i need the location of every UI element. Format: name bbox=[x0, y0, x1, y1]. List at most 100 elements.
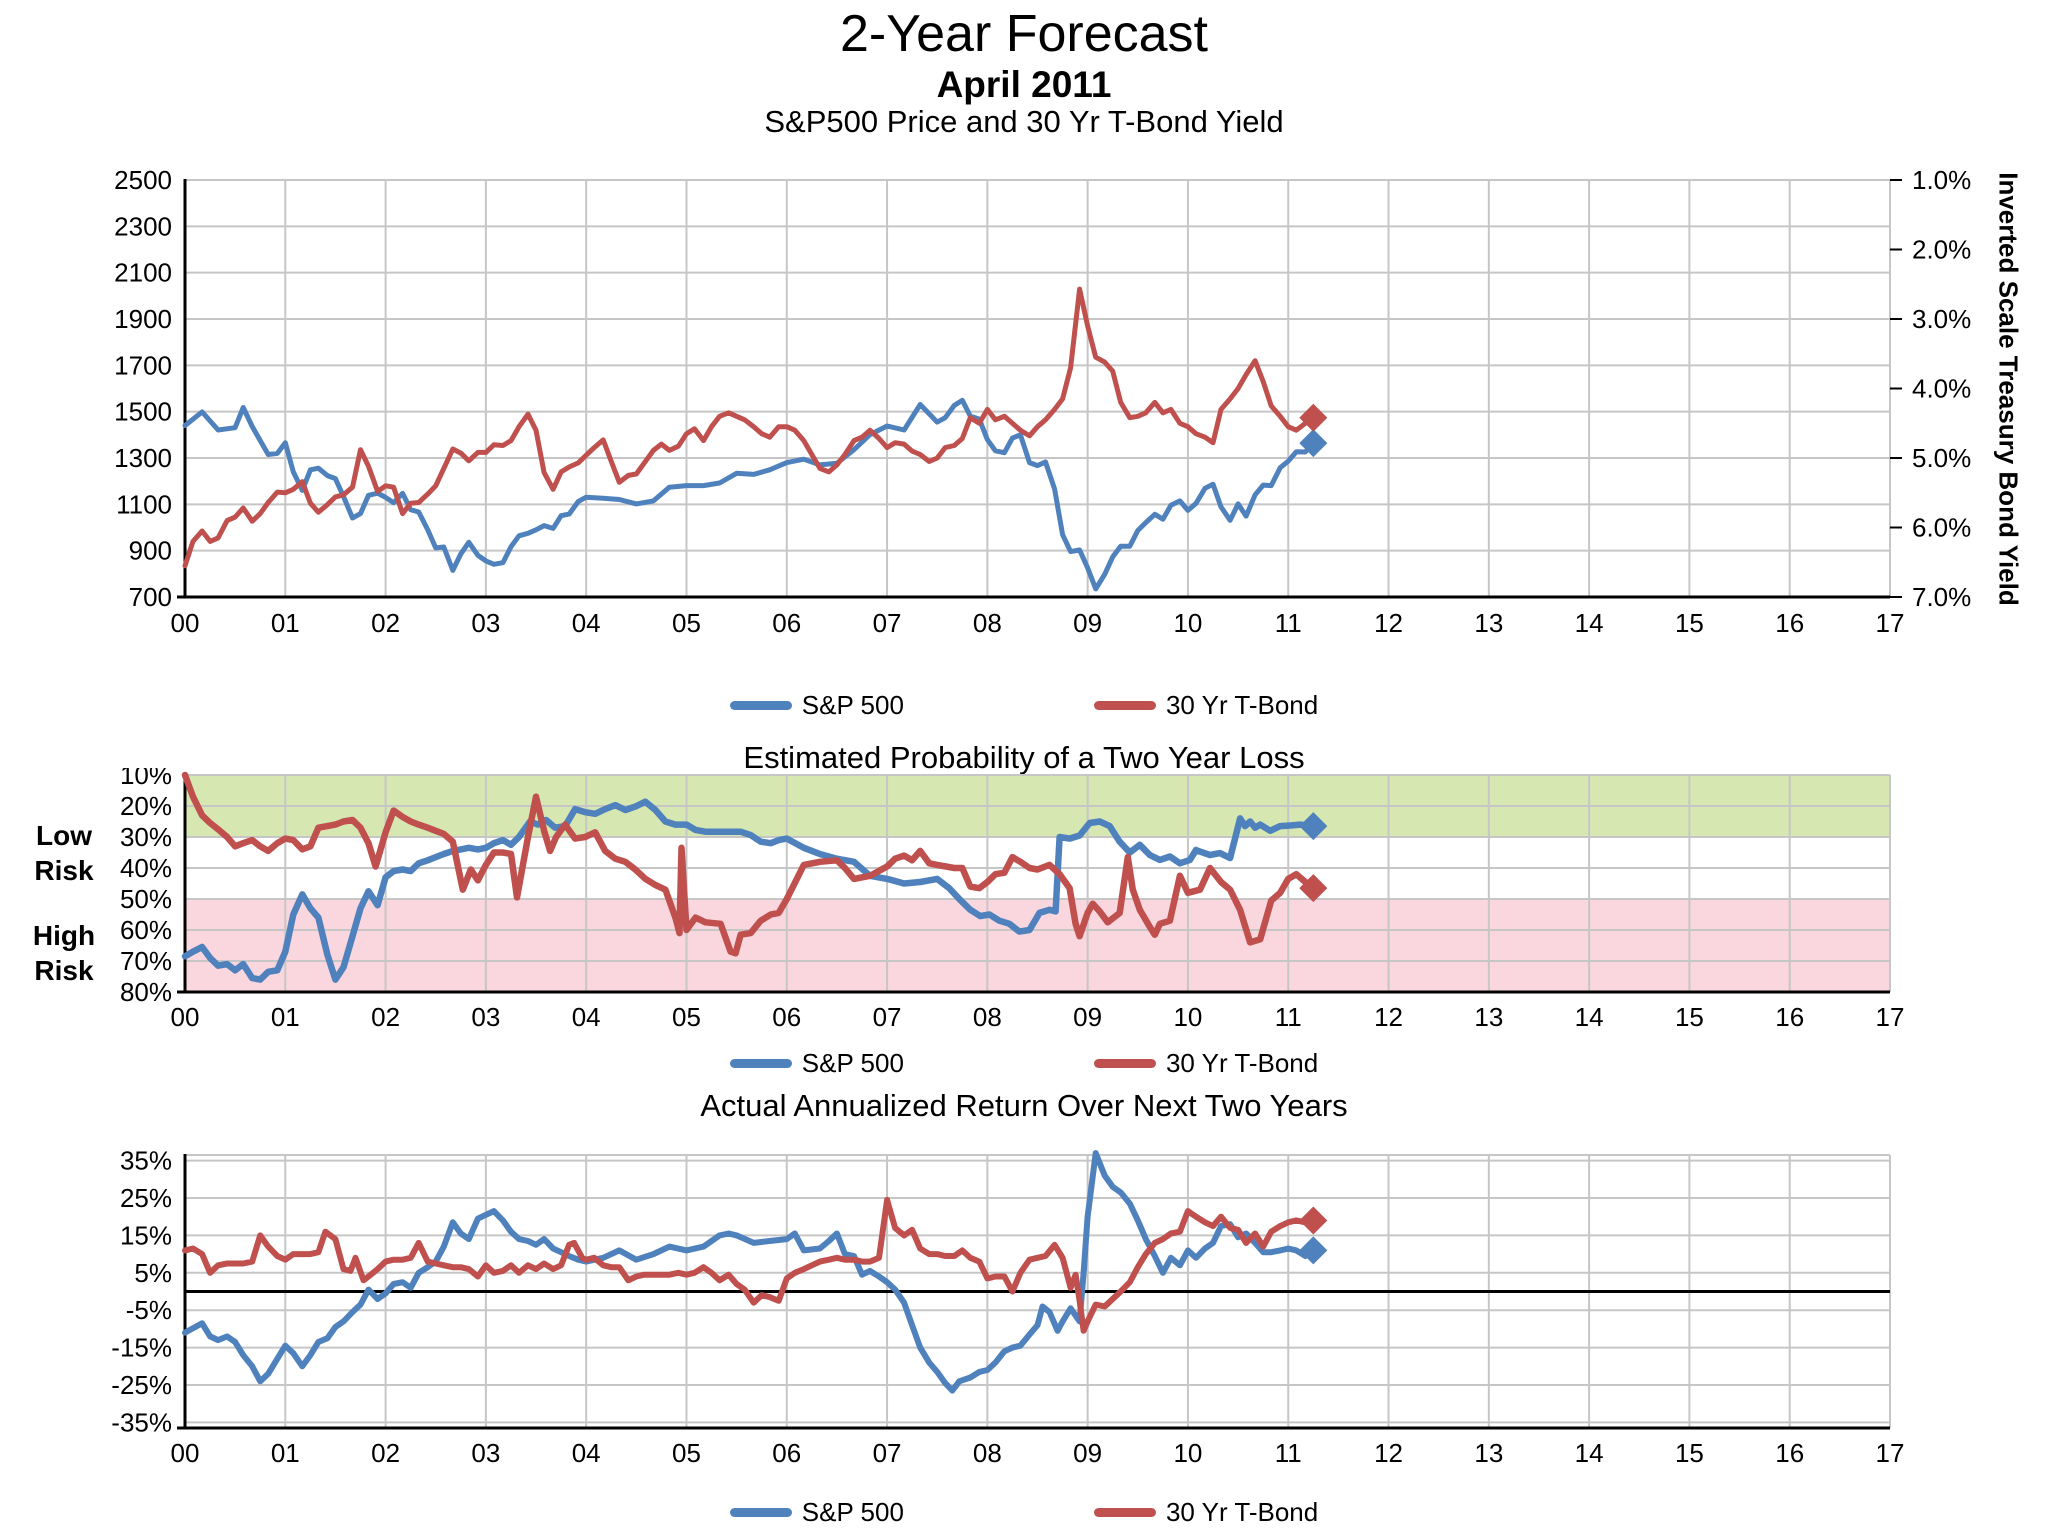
svg-text:14: 14 bbox=[1575, 1438, 1604, 1468]
svg-text:1300: 1300 bbox=[114, 443, 172, 473]
svg-text:03: 03 bbox=[471, 1002, 500, 1032]
svg-text:5.0%: 5.0% bbox=[1912, 443, 1971, 473]
svg-text:1500: 1500 bbox=[114, 397, 172, 427]
price-yield-chart-title: S&P500 Price and 30 Yr T-Bond Yield bbox=[764, 104, 1284, 139]
svg-text:700: 700 bbox=[129, 582, 172, 612]
tbond-line-swatch bbox=[1093, 1508, 1156, 1517]
svg-text:00: 00 bbox=[171, 1002, 200, 1032]
svg-text:01: 01 bbox=[271, 608, 300, 638]
svg-text:2300: 2300 bbox=[114, 211, 172, 241]
svg-text:07: 07 bbox=[873, 608, 902, 638]
sp500-line-swatch bbox=[729, 1508, 792, 1517]
legend-item-tbond: 30 Yr T-Bond bbox=[1093, 1048, 1319, 1079]
svg-text:10: 10 bbox=[1173, 1438, 1202, 1468]
svg-text:17: 17 bbox=[1876, 608, 1905, 638]
svg-text:5%: 5% bbox=[134, 1258, 172, 1288]
svg-text:15: 15 bbox=[1675, 1002, 1704, 1032]
svg-text:01: 01 bbox=[271, 1438, 300, 1468]
svg-text:14: 14 bbox=[1575, 1002, 1604, 1032]
legend-label-sp500: S&P 500 bbox=[801, 1048, 904, 1078]
svg-text:1900: 1900 bbox=[114, 304, 172, 334]
svg-text:30%: 30% bbox=[120, 822, 172, 852]
svg-text:35%: 35% bbox=[120, 1146, 172, 1176]
svg-text:08: 08 bbox=[973, 1002, 1002, 1032]
svg-text:15: 15 bbox=[1675, 1438, 1704, 1468]
price-yield-legend: S&P 500 30 Yr T-Bond bbox=[0, 690, 2048, 721]
svg-text:10: 10 bbox=[1173, 1002, 1202, 1032]
right-axis-title-wrap: Inverted Scale Treasury Bond Yield bbox=[1978, 172, 2038, 606]
svg-text:1700: 1700 bbox=[114, 350, 172, 380]
loss-probability-svg: 00 01 02 03 04 05 06 07 08 09 10 11 12 13 14 15 16 17 10%2… bbox=[120, 768, 1905, 1032]
legend-label-tbond: 30 Yr T-Bond bbox=[1165, 690, 1319, 720]
loss-probability-legend: S&P 500 30 Yr T-Bond bbox=[0, 1048, 2048, 1079]
svg-text:-5%: -5% bbox=[126, 1295, 172, 1325]
forward-return-chart-title: Actual Annualized Return Over Next Two Y… bbox=[700, 1088, 1348, 1123]
svg-text:25%: 25% bbox=[120, 1183, 172, 1213]
svg-text:03: 03 bbox=[471, 608, 500, 638]
svg-text:04: 04 bbox=[572, 608, 601, 638]
svg-text:08: 08 bbox=[973, 1438, 1002, 1468]
svg-text:03: 03 bbox=[471, 1438, 500, 1468]
legend-item-sp500: S&P 500 bbox=[729, 690, 904, 721]
svg-text:1100: 1100 bbox=[116, 489, 172, 519]
svg-text:80%: 80% bbox=[120, 977, 172, 1007]
legend-item-sp500: S&P 500 bbox=[729, 1497, 904, 1528]
svg-text:12: 12 bbox=[1374, 1438, 1403, 1468]
svg-text:2.0%: 2.0% bbox=[1912, 235, 1971, 265]
sp500-line-swatch bbox=[729, 1059, 792, 1068]
svg-text:13: 13 bbox=[1474, 1438, 1503, 1468]
svg-text:10%: 10% bbox=[120, 768, 172, 790]
svg-text:40%: 40% bbox=[120, 853, 172, 883]
svg-text:1.0%: 1.0% bbox=[1912, 165, 1971, 195]
svg-text:06: 06 bbox=[772, 1438, 801, 1468]
legend-label-tbond: 30 Yr T-Bond bbox=[1165, 1497, 1319, 1527]
low-risk-text: Low Risk bbox=[34, 820, 94, 886]
svg-text:3.0%: 3.0% bbox=[1912, 304, 1971, 334]
svg-text:09: 09 bbox=[1073, 608, 1102, 638]
svg-text:12: 12 bbox=[1374, 1002, 1403, 1032]
svg-text:06: 06 bbox=[772, 608, 801, 638]
svg-text:50%: 50% bbox=[120, 884, 172, 914]
svg-text:10: 10 bbox=[1173, 608, 1202, 638]
right-axis-title: Inverted Scale Treasury Bond Yield bbox=[1993, 171, 2024, 606]
svg-text:02: 02 bbox=[371, 1002, 400, 1032]
legend-item-tbond: 30 Yr T-Bond bbox=[1093, 690, 1319, 721]
svg-text:12: 12 bbox=[1374, 608, 1403, 638]
legend-label-sp500: S&P 500 bbox=[801, 1497, 904, 1527]
svg-text:20%: 20% bbox=[120, 791, 172, 821]
svg-text:4.0%: 4.0% bbox=[1912, 374, 1971, 404]
svg-text:13: 13 bbox=[1474, 608, 1503, 638]
svg-text:00: 00 bbox=[171, 1438, 200, 1468]
svg-text:17: 17 bbox=[1876, 1002, 1905, 1032]
page-subtitle: April 2011 bbox=[936, 64, 1112, 105]
svg-text:06: 06 bbox=[772, 1002, 801, 1032]
legend-label-sp500: S&P 500 bbox=[801, 690, 904, 720]
tbond-line-swatch bbox=[1093, 701, 1156, 710]
svg-text:60%: 60% bbox=[120, 915, 172, 945]
legend-label-tbond: 30 Yr T-Bond bbox=[1165, 1048, 1319, 1078]
svg-text:02: 02 bbox=[371, 1438, 400, 1468]
sp500-line-swatch bbox=[729, 701, 792, 710]
tbond-line-swatch bbox=[1093, 1059, 1156, 1068]
page-title: 2-Year Forecast bbox=[839, 5, 1209, 63]
loss-probability-chart-title: Estimated Probability of a Two Year Loss bbox=[743, 740, 1305, 775]
svg-text:16: 16 bbox=[1775, 608, 1804, 638]
svg-text:900: 900 bbox=[129, 536, 172, 566]
svg-text:00: 00 bbox=[171, 608, 200, 638]
forward-return-legend: S&P 500 30 Yr T-Bond bbox=[0, 1497, 2048, 1528]
low-risk-label: Low Risk bbox=[16, 818, 112, 888]
svg-text:6.0%: 6.0% bbox=[1912, 513, 1971, 543]
svg-text:05: 05 bbox=[672, 1002, 701, 1032]
svg-text:04: 04 bbox=[572, 1002, 601, 1032]
svg-text:01: 01 bbox=[271, 1002, 300, 1032]
svg-text:2100: 2100 bbox=[114, 258, 172, 288]
svg-text:-15%: -15% bbox=[111, 1333, 172, 1363]
svg-text:05: 05 bbox=[672, 608, 701, 638]
svg-text:-25%: -25% bbox=[111, 1370, 172, 1400]
forward-return-svg: 00 01 02 03 04 05 06 07 08 09 10 11 12 13 14 15 16 17 35% 2… bbox=[111, 1146, 1904, 1468]
price-yield-svg: 1.0% 2.0% 3.0% 4.0% 5.0% 6.0% 7.0% 00 01 02 03 04 05… bbox=[114, 165, 1971, 638]
svg-text:05: 05 bbox=[672, 1438, 701, 1468]
svg-text:-35%: -35% bbox=[111, 1407, 172, 1437]
svg-text:11: 11 bbox=[1275, 608, 1302, 638]
